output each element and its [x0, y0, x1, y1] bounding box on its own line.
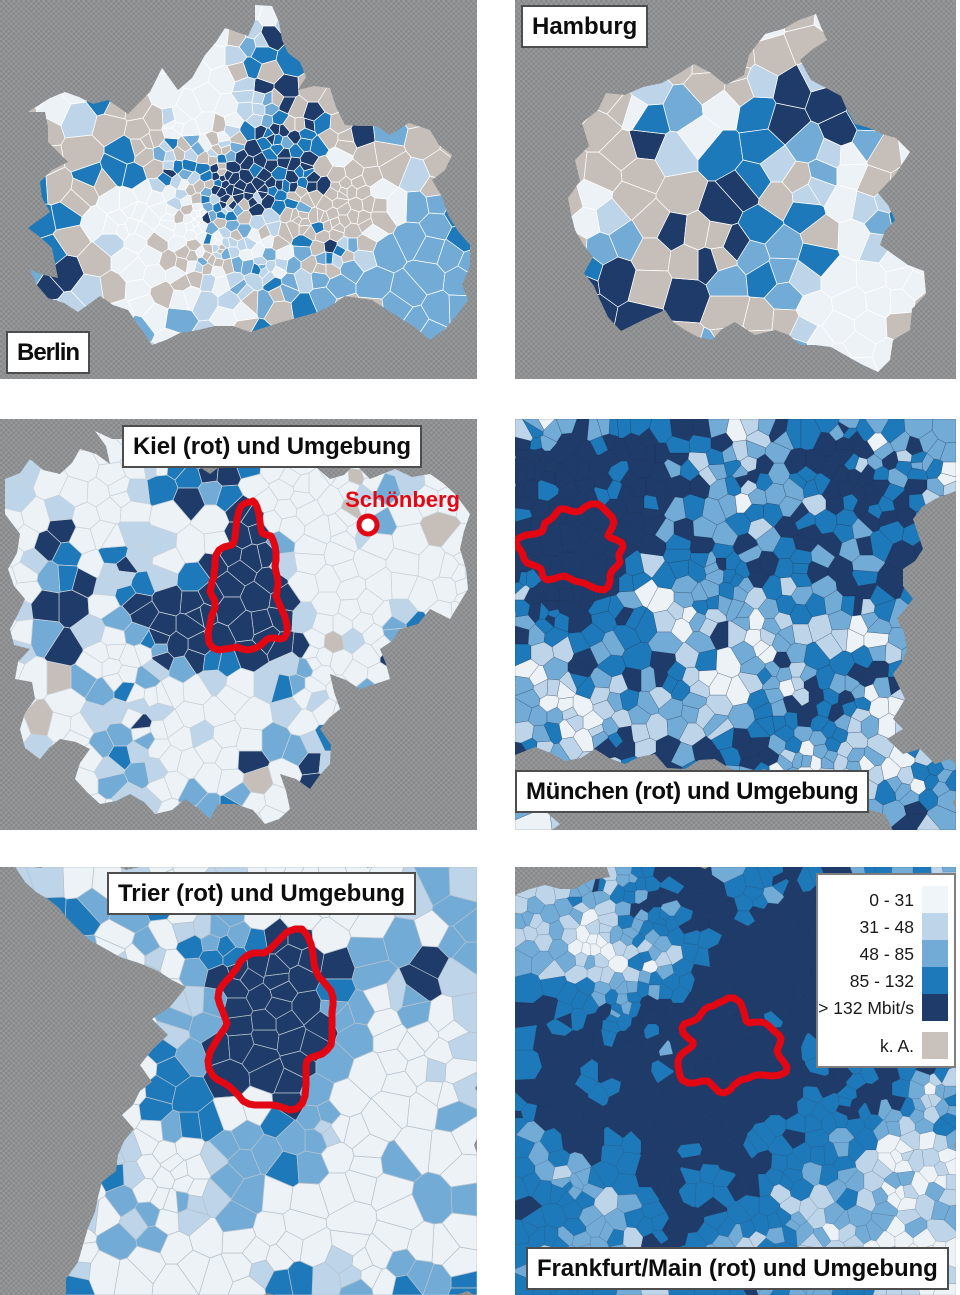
svg-text:Schönberg: Schönberg: [345, 487, 460, 512]
